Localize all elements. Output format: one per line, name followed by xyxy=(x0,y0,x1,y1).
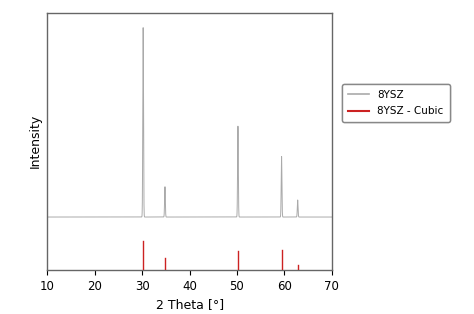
X-axis label: 2 Theta [°]: 2 Theta [°] xyxy=(155,298,224,311)
Y-axis label: Intensity: Intensity xyxy=(29,114,42,168)
Legend: 8YSZ, 8YSZ - Cubic: 8YSZ, 8YSZ - Cubic xyxy=(342,84,450,122)
